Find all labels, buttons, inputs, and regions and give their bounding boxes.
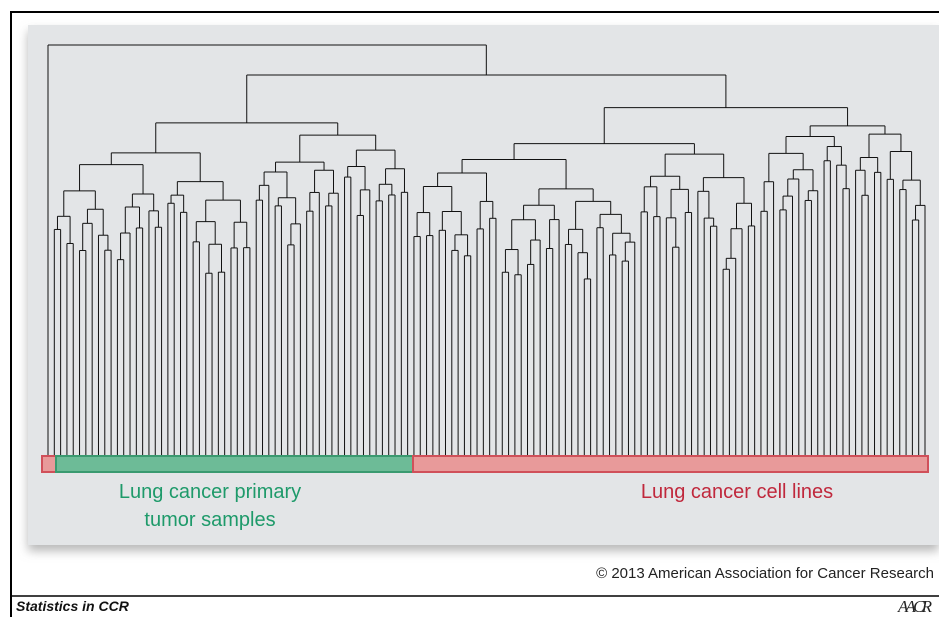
dendrogram xyxy=(47,44,926,456)
tumor-label: Lung cancer primary xyxy=(119,481,301,503)
cell-line-bar xyxy=(412,455,929,473)
copyright: © 2013 American Association for Cancer R… xyxy=(596,565,934,582)
logo: AACR xyxy=(897,597,933,616)
series-title: Statistics in CCR xyxy=(16,598,130,614)
tumor-label: tumor samples xyxy=(144,509,275,531)
cell-line-bar xyxy=(41,455,57,473)
cell-lines-label: Lung cancer cell lines xyxy=(641,481,833,503)
tumor-bar xyxy=(55,455,414,473)
